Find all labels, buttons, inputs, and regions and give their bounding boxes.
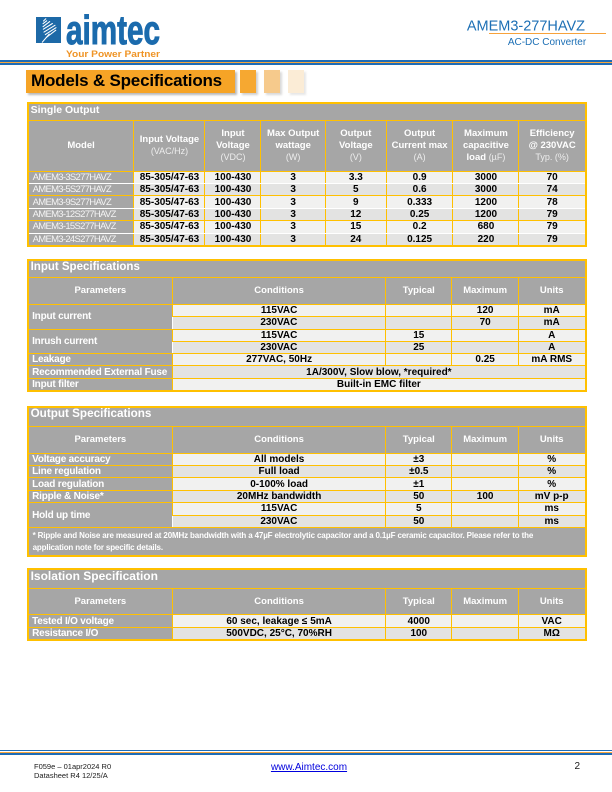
svg-text:AC-DC Converter: AC-DC Converter [508,37,587,48]
svg-text:aimtec: aimtec [66,7,160,53]
svg-text:Your Power Partner: Your Power Partner [66,49,160,60]
svg-text:AMEM3-277HAVZ: AMEM3-277HAVZ [467,19,585,35]
